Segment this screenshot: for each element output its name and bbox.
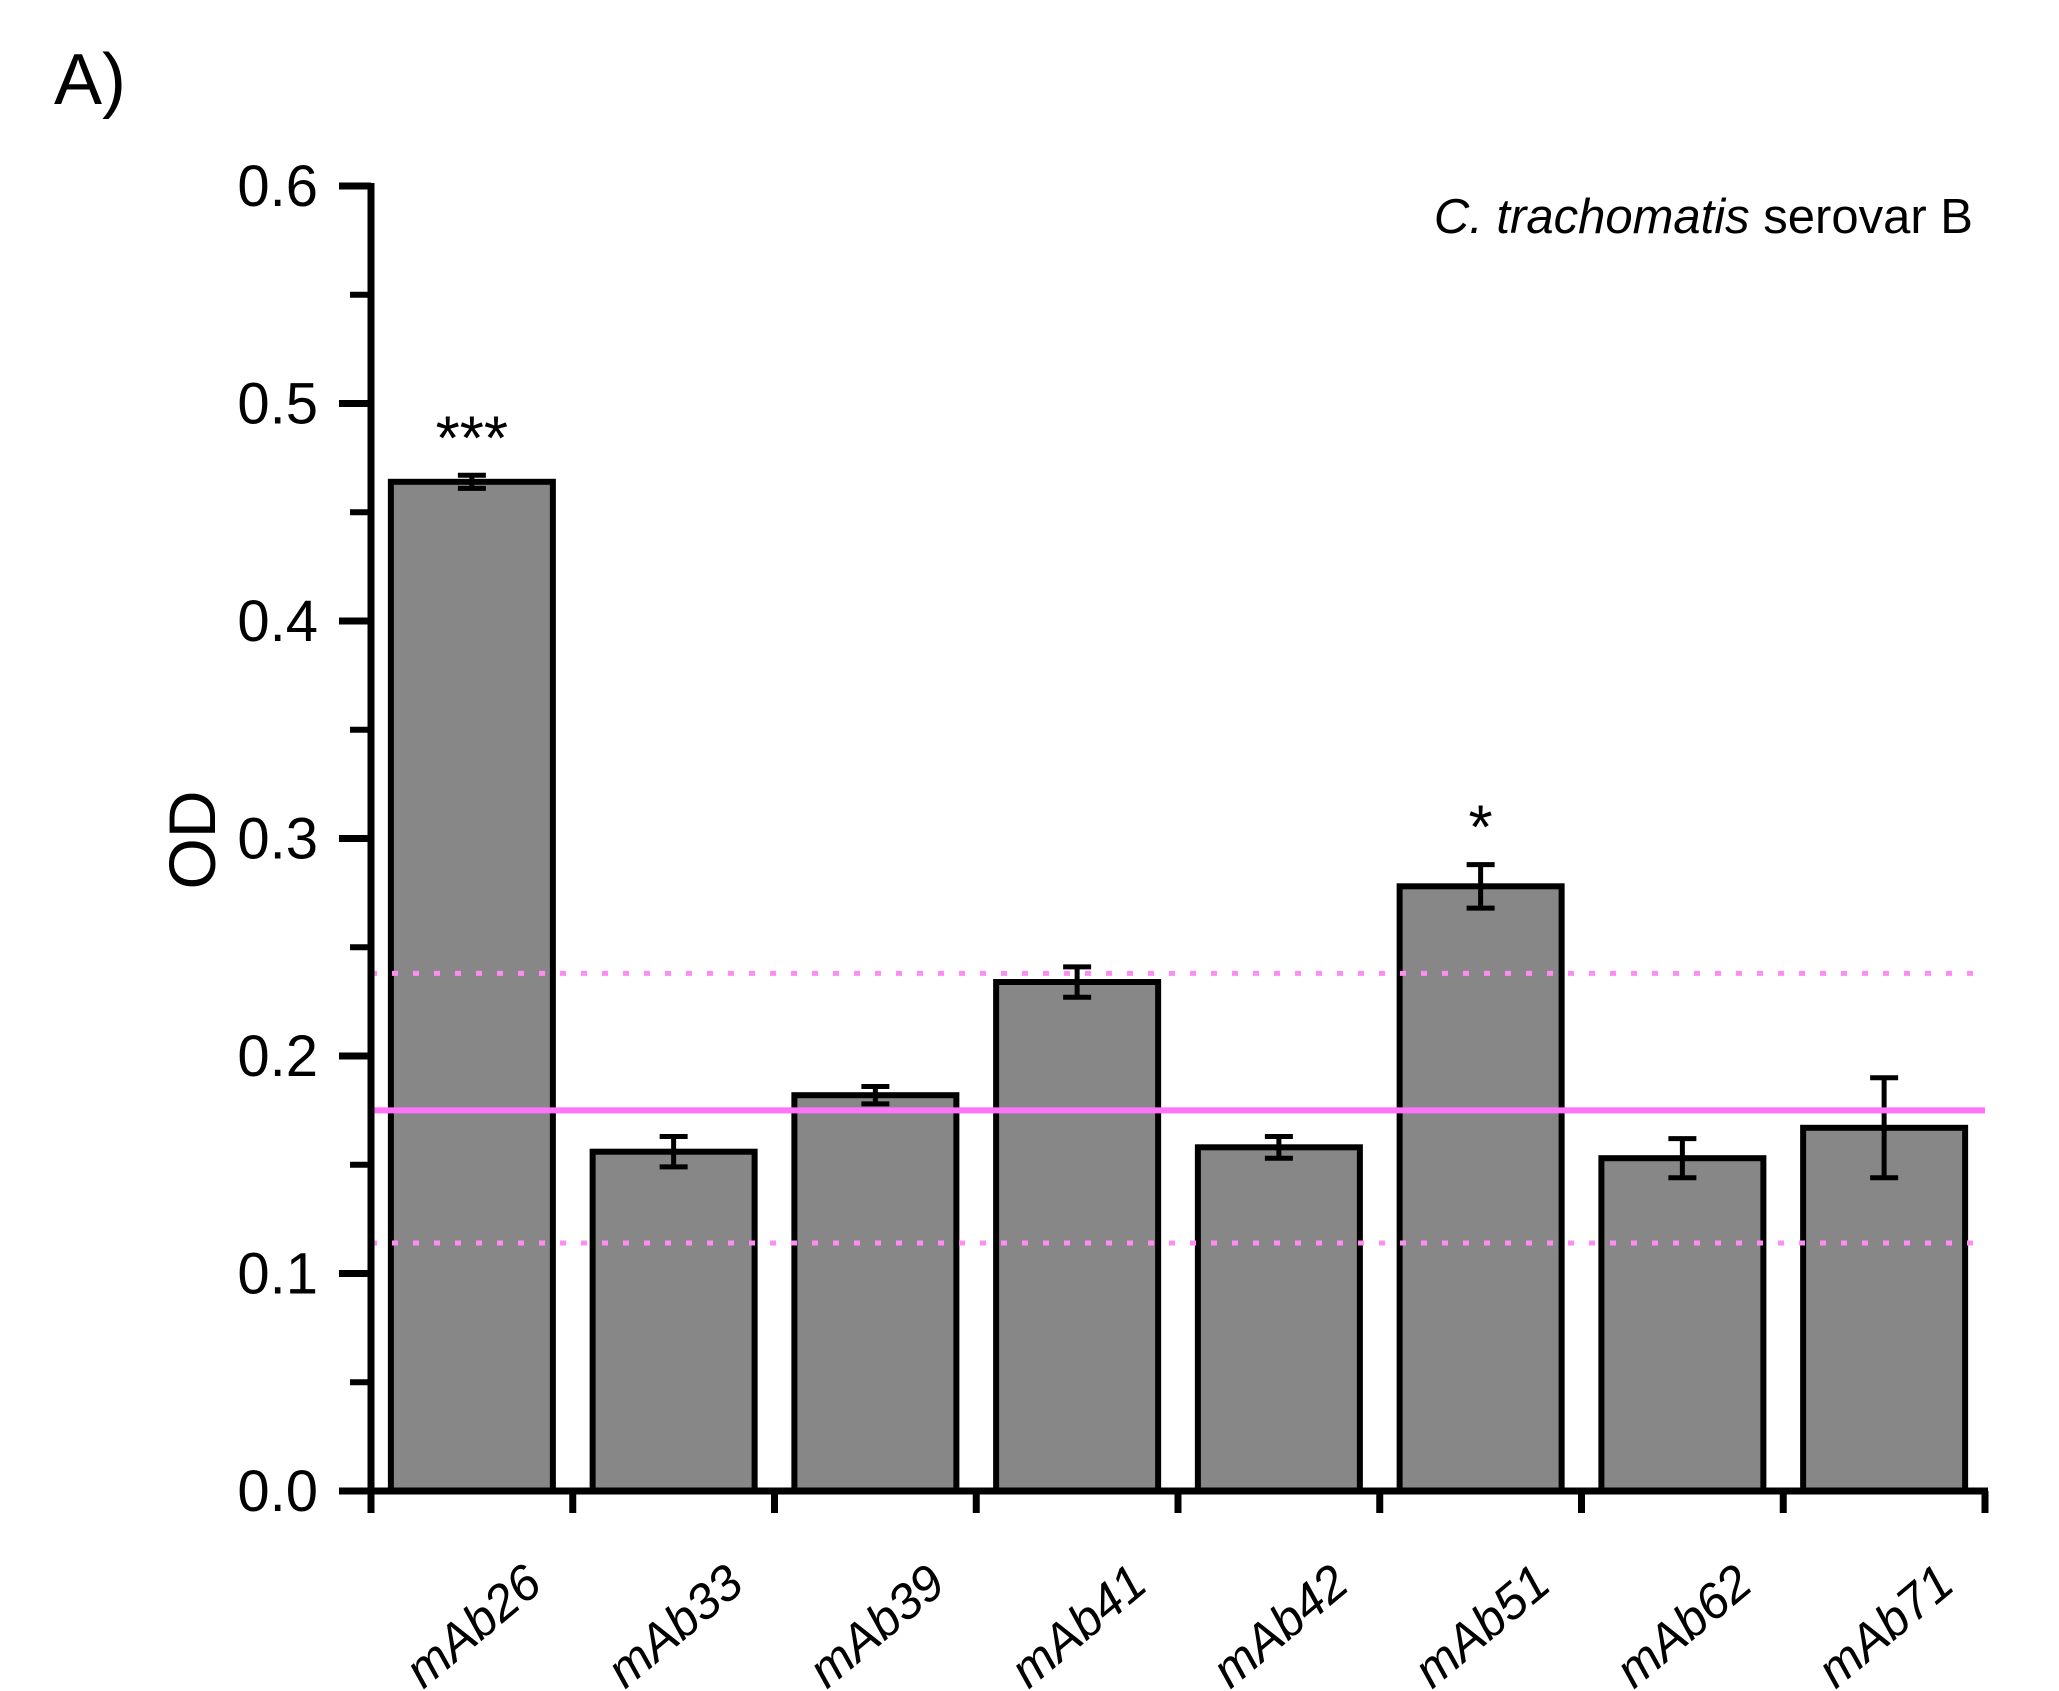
y-tick-label: 0.2 — [237, 1024, 318, 1089]
y-axis-label: OD — [155, 790, 229, 890]
bar-mAb41 — [993, 979, 1162, 1494]
x-category-label: mAb33 — [596, 1553, 754, 1691]
y-tick-label: 0.3 — [237, 807, 318, 872]
bar-mAb51 — [1396, 883, 1565, 1494]
y-tick-label: 0.6 — [237, 154, 318, 219]
panel-label: A) — [54, 40, 126, 120]
bar-mAb71 — [1800, 1124, 1969, 1495]
chart-title: C. trachomatis serovar B — [1434, 193, 1973, 242]
bar-mAb26 — [387, 478, 556, 1494]
x-category-label: mAb41 — [1000, 1554, 1157, 1691]
bar-mAb33 — [589, 1148, 758, 1494]
x-category-label: mAb42 — [1201, 1553, 1359, 1691]
y-tick-label: 0.0 — [237, 1459, 318, 1524]
x-category-label: mAb51 — [1403, 1554, 1560, 1691]
x-category-label: mAb62 — [1605, 1553, 1763, 1691]
chart-title-species: C. trachomatis — [1433, 190, 1750, 244]
significance-marker: * — [1469, 794, 1493, 863]
significance-marker: *** — [436, 404, 508, 473]
y-tick-label: 0.1 — [237, 1242, 318, 1307]
x-category-label: mAb39 — [798, 1554, 955, 1691]
chart-title-rest: serovar B — [1749, 190, 1973, 244]
bar-mAb42 — [1194, 1144, 1363, 1495]
bar-mAb62 — [1598, 1155, 1767, 1494]
y-tick-label: 0.5 — [237, 372, 318, 437]
bar-mAb39 — [791, 1092, 960, 1494]
x-category-label: mAb26 — [394, 1553, 552, 1691]
y-tick-label: 0.4 — [237, 589, 318, 654]
x-category-label: mAb71 — [1807, 1554, 1964, 1691]
